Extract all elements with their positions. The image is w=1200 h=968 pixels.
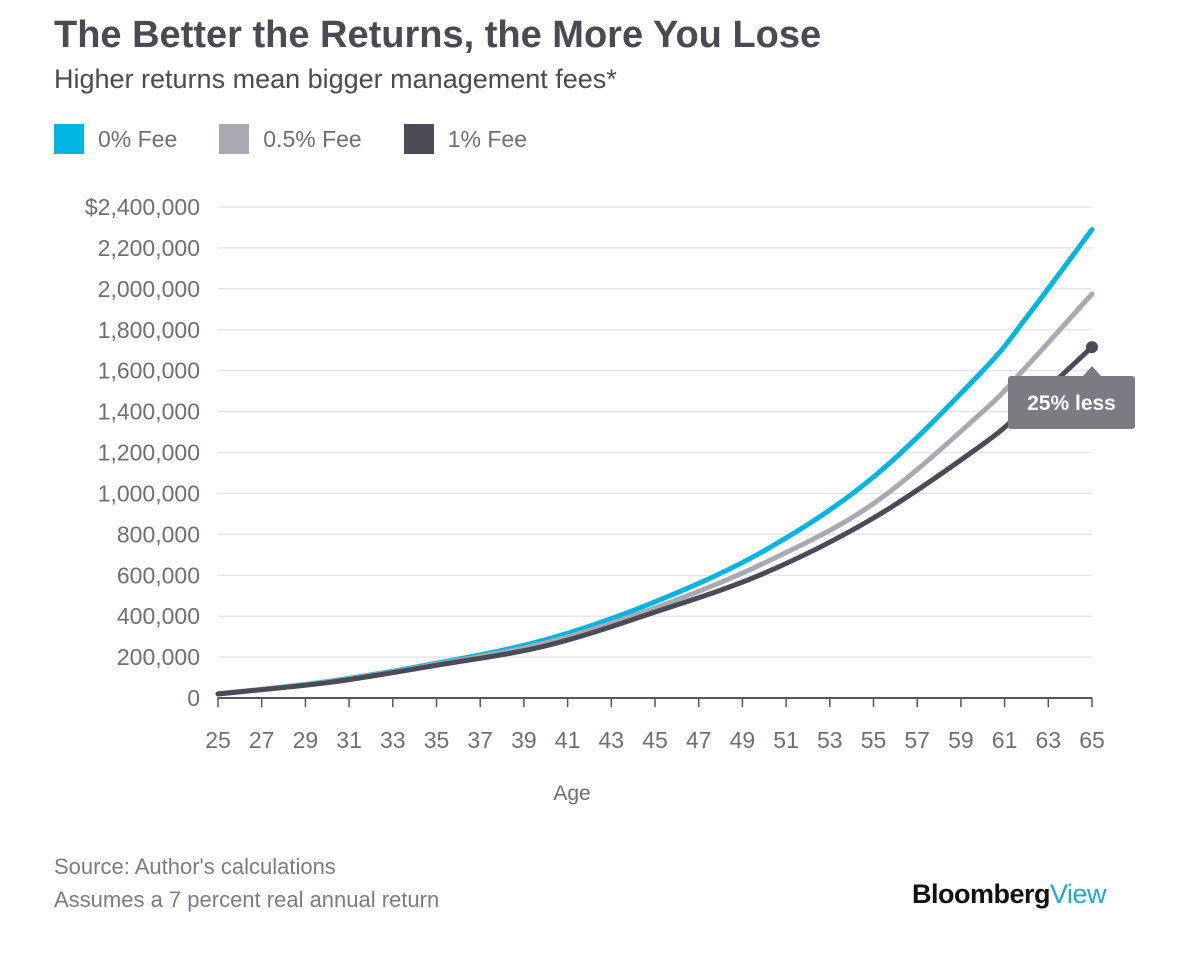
x-tick-label: 35: [424, 727, 450, 753]
line-chart: 0 200,000 400,000 600,000 800,000 1,000,000 1,…: [85, 194, 1135, 805]
source-note: Source: Author's calculations: [54, 854, 336, 879]
annotation-25-less: 25% less: [1008, 341, 1135, 429]
legend-item-half-fee: 0.5% Fee: [219, 124, 362, 154]
x-tick-label: 61: [992, 727, 1018, 753]
y-tick-label: 2,000,000: [98, 276, 200, 302]
legend-label-0-fee: 0% Fee: [98, 125, 178, 152]
x-tick-label: 63: [1036, 727, 1062, 753]
y-tick-label: 800,000: [117, 521, 200, 547]
callout-box: [1008, 376, 1135, 429]
legend-swatch-half-fee: [219, 124, 250, 154]
footer-notes: Source: Author's calculations Assumes a …: [54, 850, 439, 916]
chart-title: The Better the Returns, the More You Los…: [54, 14, 822, 56]
y-tick-label: 1,400,000: [98, 399, 200, 425]
x-tick-label: 41: [555, 727, 581, 753]
y-tick-label: 2,200,000: [98, 235, 200, 261]
x-tick-label: 49: [730, 727, 756, 753]
legend-swatch-1-fee: [403, 124, 434, 154]
y-tick-label: 1,800,000: [98, 317, 200, 343]
y-tick-label: 200,000: [117, 644, 200, 670]
x-axis-label: Age: [553, 782, 590, 805]
y-tick-label: 1,200,000: [98, 440, 200, 466]
callout-pointer: [1083, 366, 1101, 376]
x-tick-label: 33: [380, 727, 406, 753]
end-point-marker: [1086, 341, 1098, 354]
x-tick-label: 29: [293, 727, 319, 753]
legend: 0% Fee 0.5% Fee 1% Fee: [54, 124, 569, 154]
y-tick-label: 1,000,000: [98, 480, 200, 506]
x-tick-label: 47: [686, 727, 712, 753]
y-tick-label: 0: [187, 685, 200, 711]
series-line-1-fee: [215, 344, 1095, 697]
brand-main: Bloomberg: [912, 879, 1051, 909]
y-tick-label: 1,600,000: [98, 358, 200, 384]
x-tick-label: 27: [249, 727, 275, 753]
x-tick-label: 59: [948, 727, 974, 753]
x-tick-label: 25: [205, 727, 231, 753]
x-tick-label: 55: [861, 727, 887, 753]
x-tick-label: 31: [336, 727, 362, 753]
x-tick-label: 43: [599, 727, 625, 753]
y-tick-label: 600,000: [117, 562, 200, 588]
x-tick-label: 51: [773, 727, 799, 753]
bloomberg-view-logo: BloombergView: [912, 879, 1107, 910]
x-tick-label: 37: [467, 727, 493, 753]
legend-item-0-fee: 0% Fee: [54, 124, 177, 154]
grid-lines: [218, 206, 1092, 699]
x-axis-tick-labels: 25 27 29 31 33 35 37 39 41 43 45 47 49 51 53 55 57 59 61 63…: [205, 698, 1105, 753]
brand-accent: View: [1050, 879, 1107, 909]
callout-text: 25% less: [1027, 392, 1116, 415]
assumption-note: Assumes a 7 percent real annual return: [54, 887, 440, 912]
x-tick-label: 57: [904, 727, 930, 753]
x-tick-label: 39: [511, 727, 537, 753]
legend-swatch-0-fee: [54, 124, 84, 154]
legend-label-half-fee: 0.5% Fee: [263, 125, 362, 152]
y-axis-tick-labels: 0 200,000 400,000 600,000 800,000 1,000,000 1,…: [85, 194, 200, 711]
x-tick-label: 53: [817, 727, 843, 753]
y-tick-label: $2,400,000: [85, 194, 200, 220]
legend-item-1-fee: 1% Fee: [403, 124, 527, 154]
chart-subtitle: Higher returns mean bigger management fe…: [54, 64, 617, 94]
y-tick-label: 400,000: [117, 603, 200, 629]
x-tick-label: 45: [642, 727, 668, 753]
series-lines: [215, 227, 1095, 697]
legend-label-1-fee: 1% Fee: [447, 125, 527, 152]
x-tick-label: 65: [1079, 727, 1105, 753]
